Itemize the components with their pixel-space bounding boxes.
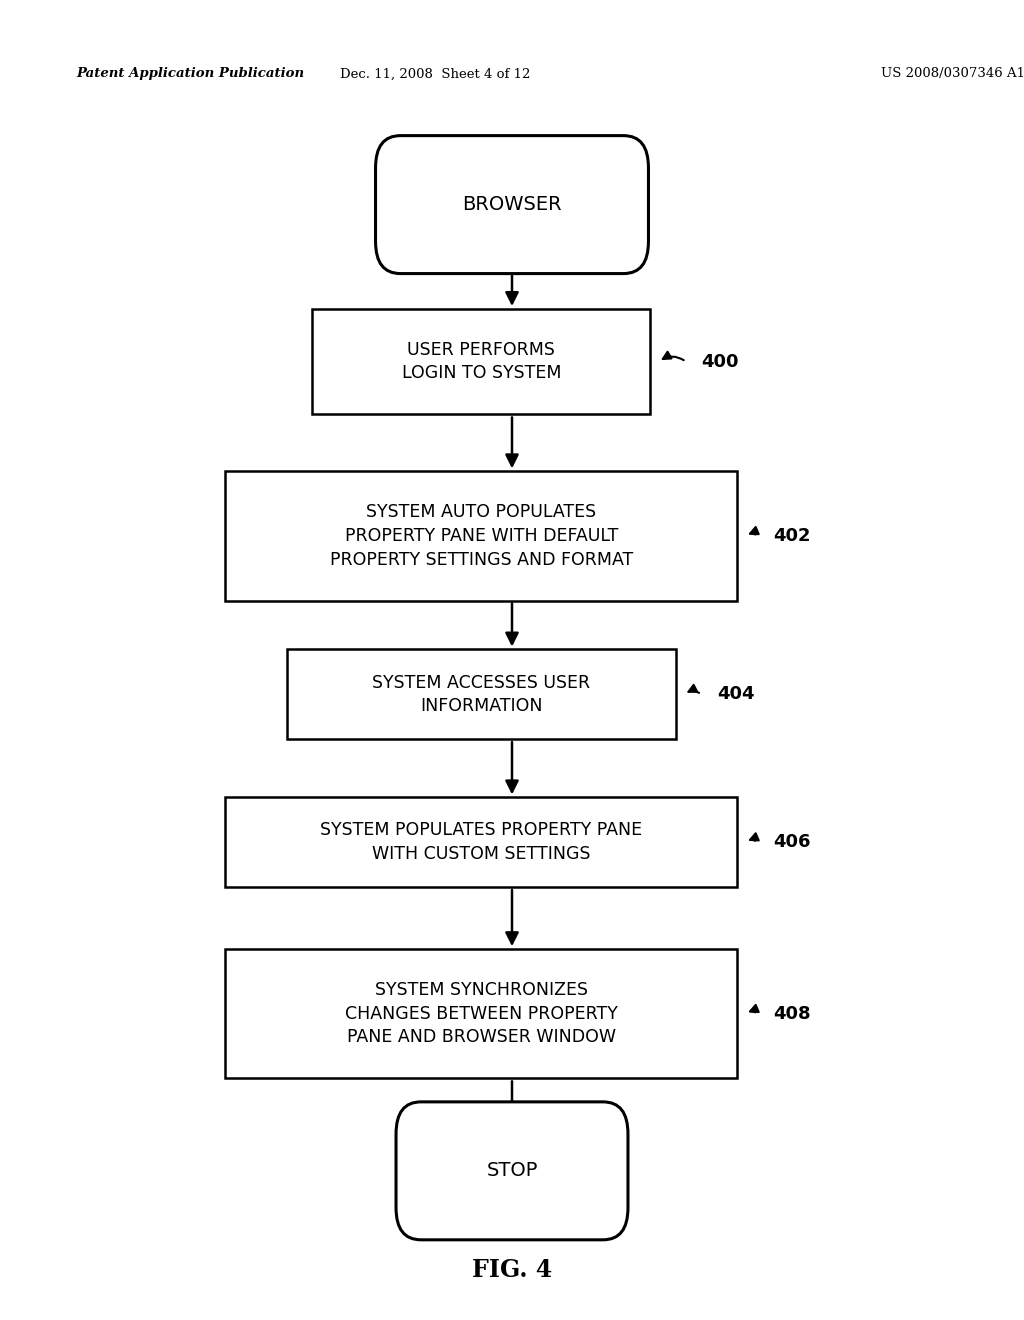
Text: USER PERFORMS
LOGIN TO SYSTEM: USER PERFORMS LOGIN TO SYSTEM xyxy=(401,341,561,383)
Text: SYSTEM POPULATES PROPERTY PANE
WITH CUSTOM SETTINGS: SYSTEM POPULATES PROPERTY PANE WITH CUST… xyxy=(321,821,642,863)
Bar xyxy=(225,471,737,601)
Text: SYSTEM SYNCHRONIZES
CHANGES BETWEEN PROPERTY
PANE AND BROWSER WINDOW: SYSTEM SYNCHRONIZES CHANGES BETWEEN PROP… xyxy=(345,981,617,1047)
Bar xyxy=(225,949,737,1078)
Text: SYSTEM AUTO POPULATES
PROPERTY PANE WITH DEFAULT
PROPERTY SETTINGS AND FORMAT: SYSTEM AUTO POPULATES PROPERTY PANE WITH… xyxy=(330,503,633,569)
Text: STOP: STOP xyxy=(486,1162,538,1180)
Text: SYSTEM ACCESSES USER
INFORMATION: SYSTEM ACCESSES USER INFORMATION xyxy=(372,673,591,715)
Bar xyxy=(225,797,737,887)
Text: Dec. 11, 2008  Sheet 4 of 12: Dec. 11, 2008 Sheet 4 of 12 xyxy=(340,67,530,81)
Bar xyxy=(312,309,650,414)
Text: 406: 406 xyxy=(773,833,811,851)
Bar xyxy=(287,649,676,739)
Text: 400: 400 xyxy=(701,352,739,371)
Text: US 2008/0307346 A1: US 2008/0307346 A1 xyxy=(881,67,1024,81)
FancyBboxPatch shape xyxy=(376,136,648,273)
FancyBboxPatch shape xyxy=(396,1102,628,1239)
Text: 408: 408 xyxy=(773,1005,811,1023)
Text: 404: 404 xyxy=(717,685,755,704)
Text: 402: 402 xyxy=(773,527,811,545)
Text: Patent Application Publication: Patent Application Publication xyxy=(77,67,305,81)
Text: BROWSER: BROWSER xyxy=(462,195,562,214)
Text: FIG. 4: FIG. 4 xyxy=(472,1258,552,1282)
